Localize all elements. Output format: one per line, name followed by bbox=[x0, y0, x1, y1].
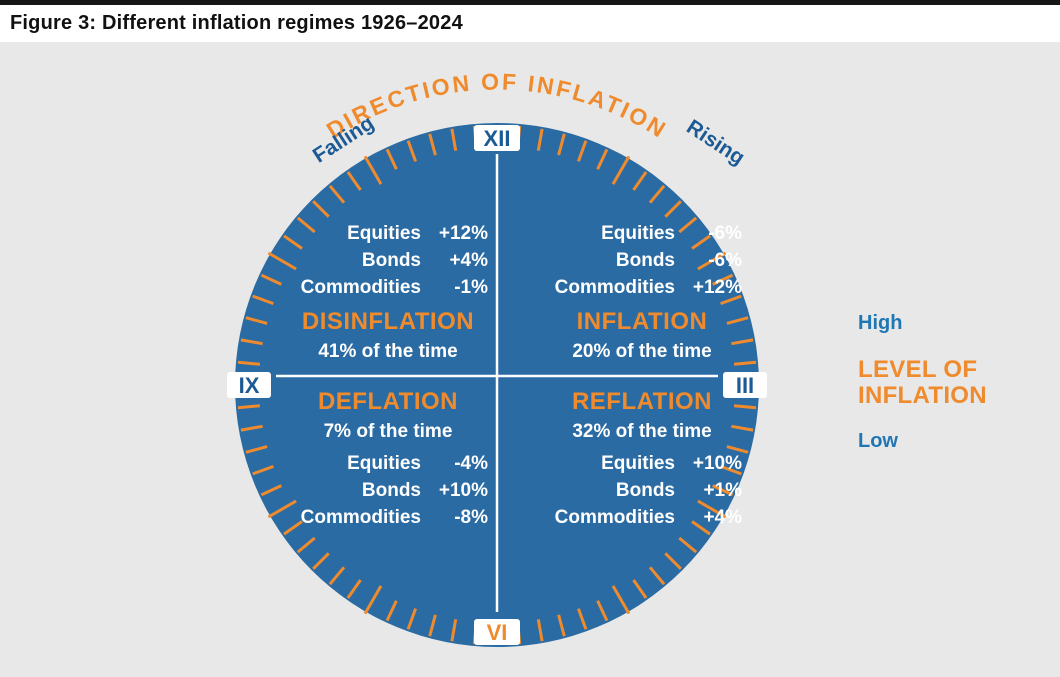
numeral-gap-top bbox=[474, 125, 520, 151]
asset-returns-reflation: Equities +10% Bonds +1% Commodities +4% bbox=[542, 450, 742, 531]
asset-label: Equities bbox=[601, 223, 675, 244]
asset-value: +1% bbox=[703, 480, 742, 501]
asset-returns-deflation: Equities -4% Bonds +10% Commodities -8% bbox=[288, 450, 488, 531]
quadrant-inflation: Equities -6% Bonds -6% Commodities +12% … bbox=[542, 220, 742, 363]
quadrant-deflation: DEFLATION 7% of the time Equities -4% Bo… bbox=[288, 388, 488, 531]
numeral-iii: III bbox=[736, 373, 754, 398]
asset-label: Bonds bbox=[361, 480, 421, 501]
legend-axis-title: LEVEL OF INFLATION bbox=[858, 356, 987, 410]
legend-high-label: High bbox=[858, 312, 903, 334]
regime-title-deflation: DEFLATION bbox=[317, 388, 459, 415]
regime-title-disinflation: DISINFLATION bbox=[301, 308, 475, 335]
regime-title-reflation: REFLATION bbox=[571, 388, 713, 415]
asset-returns-inflation: Equities -6% Bonds -6% Commodities +12% bbox=[542, 220, 742, 301]
asset-label: Commodities bbox=[554, 507, 675, 528]
numeral-gap-left bbox=[227, 372, 271, 398]
figure-title: Figure 3: Different inflation regimes 19… bbox=[10, 12, 463, 34]
regime-title-inflation: INFLATION bbox=[576, 308, 708, 335]
numeral-xii: XII bbox=[484, 126, 511, 151]
asset-label: Equities bbox=[347, 223, 421, 244]
asset-value: +12% bbox=[692, 277, 742, 298]
level-of-inflation-legend: High LEVEL OF INFLATION Low bbox=[858, 312, 1053, 453]
regime-share-deflation: 7% of the time bbox=[323, 421, 453, 442]
numeral-gap-right bbox=[723, 372, 767, 398]
quadrant-reflation: REFLATION 32% of the time Equities +10% … bbox=[542, 388, 742, 531]
numeral-ix: IX bbox=[239, 373, 260, 398]
asset-value: +12% bbox=[438, 223, 488, 244]
regime-share-reflation: 32% of the time bbox=[572, 421, 712, 442]
asset-value: -1% bbox=[454, 277, 488, 298]
asset-label: Equities bbox=[601, 453, 675, 474]
asset-value: +10% bbox=[692, 453, 742, 474]
asset-value: -4% bbox=[454, 453, 488, 474]
numeral-vi: VI bbox=[487, 620, 508, 645]
rising-label: Rising bbox=[682, 115, 748, 169]
figure-title-bar: Figure 3: Different inflation regimes 19… bbox=[0, 0, 1060, 42]
asset-label: Commodities bbox=[300, 277, 421, 298]
asset-label: Bonds bbox=[615, 250, 675, 271]
asset-label: Equities bbox=[347, 453, 421, 474]
asset-label: Bonds bbox=[615, 480, 675, 501]
quadrant-disinflation: Equities +12% Bonds +4% Commodities -1% … bbox=[288, 220, 488, 363]
asset-label: Commodities bbox=[300, 507, 421, 528]
numeral-gaps bbox=[227, 125, 767, 645]
asset-value: +10% bbox=[438, 480, 488, 501]
asset-value: +4% bbox=[703, 507, 742, 528]
asset-label: Bonds bbox=[361, 250, 421, 271]
asset-returns-disinflation: Equities +12% Bonds +4% Commodities -1% bbox=[288, 220, 488, 301]
regime-share-disinflation: 41% of the time bbox=[318, 341, 458, 362]
regime-share-inflation: 20% of the time bbox=[572, 341, 712, 362]
asset-value: -8% bbox=[454, 507, 488, 528]
numeral-gap-bottom bbox=[474, 619, 520, 645]
asset-label: Commodities bbox=[554, 277, 675, 298]
asset-value: -6% bbox=[708, 223, 742, 244]
asset-value: +4% bbox=[449, 250, 488, 271]
asset-value: -6% bbox=[708, 250, 742, 271]
legend-low-label: Low bbox=[858, 429, 898, 452]
